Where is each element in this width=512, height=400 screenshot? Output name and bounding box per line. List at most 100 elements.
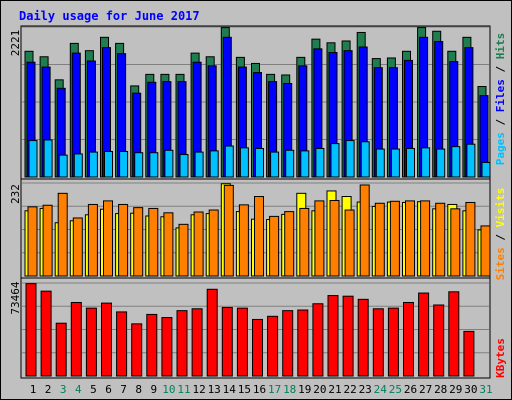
x-tick-label: 26: [404, 383, 417, 396]
kbytes-bar: [342, 295, 354, 377]
pages-bar: [345, 140, 355, 178]
kbytes-bar: [252, 318, 263, 377]
pages-bar: [149, 152, 159, 178]
x-tick-label: 21: [328, 383, 341, 396]
pages-bar: [104, 150, 113, 178]
pages-bar: [375, 148, 385, 178]
pages-bar: [209, 150, 219, 178]
x-tick-label: 4: [75, 383, 82, 396]
sites-bar: [57, 192, 68, 277]
pages-bar: [119, 150, 129, 178]
kbytes-bar: [282, 310, 294, 377]
sites-bar: [42, 204, 53, 277]
sites-bar: [314, 200, 325, 277]
kbytes-bar: [403, 301, 414, 377]
kbytes-bar: [85, 307, 97, 377]
kbytes-ymax-label: 73464: [9, 281, 22, 314]
pages-bar: [255, 147, 264, 178]
sites-bar: [178, 223, 189, 277]
kbytes-bar: [221, 307, 233, 377]
hits-legend: Pages / Files / Hits: [494, 33, 507, 166]
pages-bar: [179, 154, 189, 178]
sites-bar: [329, 199, 340, 277]
pages-bar: [481, 161, 491, 178]
sites-bar: [238, 204, 249, 277]
x-tick-label: 22: [343, 383, 356, 396]
x-tick-label: 24: [374, 383, 388, 396]
x-tick-label: 13: [208, 383, 221, 396]
sites-bar: [208, 209, 219, 277]
kbytes-bar: [70, 301, 82, 377]
x-tick-label: 8: [135, 383, 142, 396]
kbytes-bar: [418, 292, 430, 377]
pages-bar: [88, 151, 98, 178]
sites-bar: [359, 184, 370, 277]
sites-bar: [118, 203, 129, 277]
x-tick-label: 20: [313, 383, 326, 396]
sites-bar: [435, 202, 446, 277]
sites-bar: [72, 217, 83, 277]
x-tick-label: 27: [419, 383, 432, 396]
x-tick-label: 7: [120, 383, 127, 396]
x-axis-labels: 1 2 3 4 5 6 7 8 9 10 11 12 13 14 15 16 17 18 19 20 21 22 23 24 2…: [30, 383, 493, 396]
kbytes-bar: [131, 323, 143, 377]
sites-bar: [284, 211, 295, 277]
kbytes-bar: [387, 307, 399, 377]
pages-bar: [224, 145, 234, 178]
pages-bar: [436, 148, 446, 178]
x-tick-label: 18: [283, 383, 296, 396]
kbytes-bar: [433, 304, 445, 377]
sites-bar: [269, 215, 280, 277]
x-tick-label: 28: [434, 383, 447, 396]
sites-bar: [344, 209, 355, 277]
x-tick-label: 5: [90, 383, 97, 396]
kbytes-bar: [146, 313, 158, 377]
sites-bar: [405, 200, 415, 277]
pages-bar: [300, 150, 310, 178]
visits-ymax-label: 232: [9, 184, 22, 204]
visits-legend: Sites / Visits: [494, 188, 507, 281]
x-tick-label: 31: [479, 383, 492, 396]
x-tick-label: 2: [45, 383, 52, 396]
kbytes-bar: [40, 290, 52, 377]
x-tick-label: 19: [298, 383, 311, 396]
kbytes-bar: [327, 295, 339, 377]
kbytes-legend: KBytes: [494, 338, 507, 378]
sites-bar: [148, 207, 159, 277]
x-tick-label: 16: [253, 383, 266, 396]
legend-pages: Pages: [494, 132, 507, 165]
pages-bar: [330, 143, 340, 178]
kbytes-bar: [463, 330, 475, 377]
kbytes-bar: [448, 291, 460, 377]
sites-bar: [87, 203, 98, 277]
pages-bar: [315, 147, 325, 178]
x-tick-label: 1: [30, 383, 37, 396]
sites-bar: [480, 225, 491, 277]
pages-bar: [270, 151, 280, 178]
sites-bar: [465, 201, 476, 277]
pages-bar: [194, 151, 204, 178]
pages-bar: [134, 152, 144, 178]
sites-bar: [389, 200, 400, 277]
sites-bar: [193, 211, 204, 277]
legend-files: Files: [494, 79, 507, 112]
kbytes-bar: [191, 308, 203, 377]
hits-ymax-label: 2221: [9, 30, 22, 57]
sites-bar: [420, 200, 431, 277]
kbytes-bar: [101, 302, 112, 377]
kbytes-bar: [176, 310, 188, 377]
legend-sites: Sites: [494, 247, 507, 280]
x-tick-label: 15: [238, 383, 251, 396]
pages-bar: [390, 148, 400, 178]
pages-bar: [360, 141, 370, 178]
sites-bar: [133, 207, 144, 277]
pages-bar: [164, 149, 174, 178]
pages-bar: [285, 149, 295, 178]
x-tick-label: 14: [223, 383, 237, 396]
x-tick-label: 11: [177, 383, 190, 396]
chart-title: Daily usage for June 2017: [19, 9, 200, 23]
legend-visits: Visits: [494, 188, 507, 228]
x-tick-label: 12: [192, 383, 205, 396]
